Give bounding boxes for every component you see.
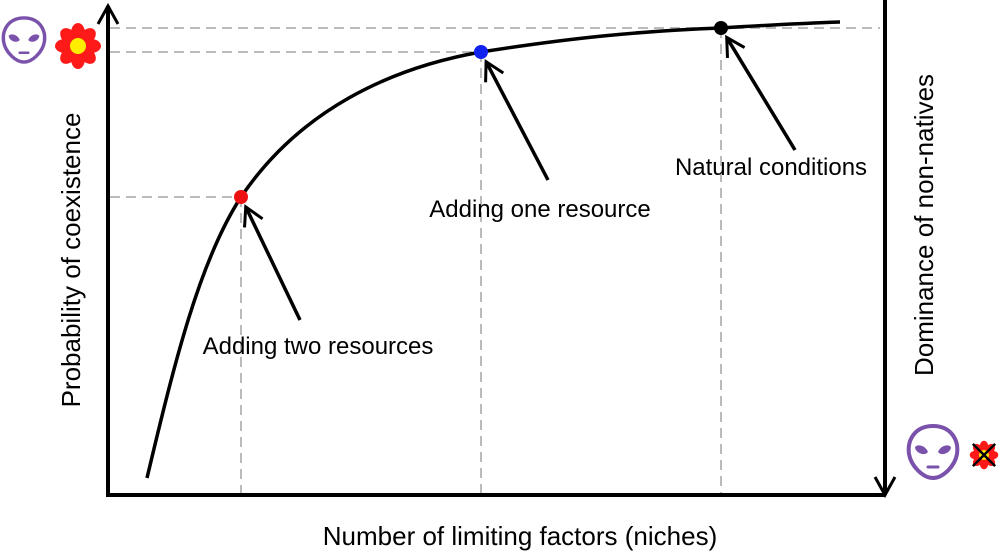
y2-axis-label: Dominance of non-natives [909, 74, 939, 376]
point-marker [474, 45, 488, 59]
annotation-arrow [243, 204, 302, 321]
dashed-guide-lines [110, 27, 880, 493]
annotation-arrow [484, 59, 550, 181]
point-marker [234, 190, 248, 204]
alien-icon [906, 424, 960, 480]
point-label: Adding one resource [429, 196, 650, 223]
point-label: Adding two resources [203, 333, 434, 360]
alien-icon [1, 16, 47, 64]
x-axis-label: Number of limiting factors (niches) [323, 521, 717, 551]
crossed-out-flower-icon [969, 440, 999, 470]
y-axis-label: Probability of coexistence [56, 113, 86, 408]
annotation-arrow [725, 34, 797, 151]
coexistence-curve [145, 20, 841, 479]
point-label: Natural conditions [675, 154, 867, 181]
flower-icon [55, 23, 101, 69]
point-marker [714, 21, 728, 35]
